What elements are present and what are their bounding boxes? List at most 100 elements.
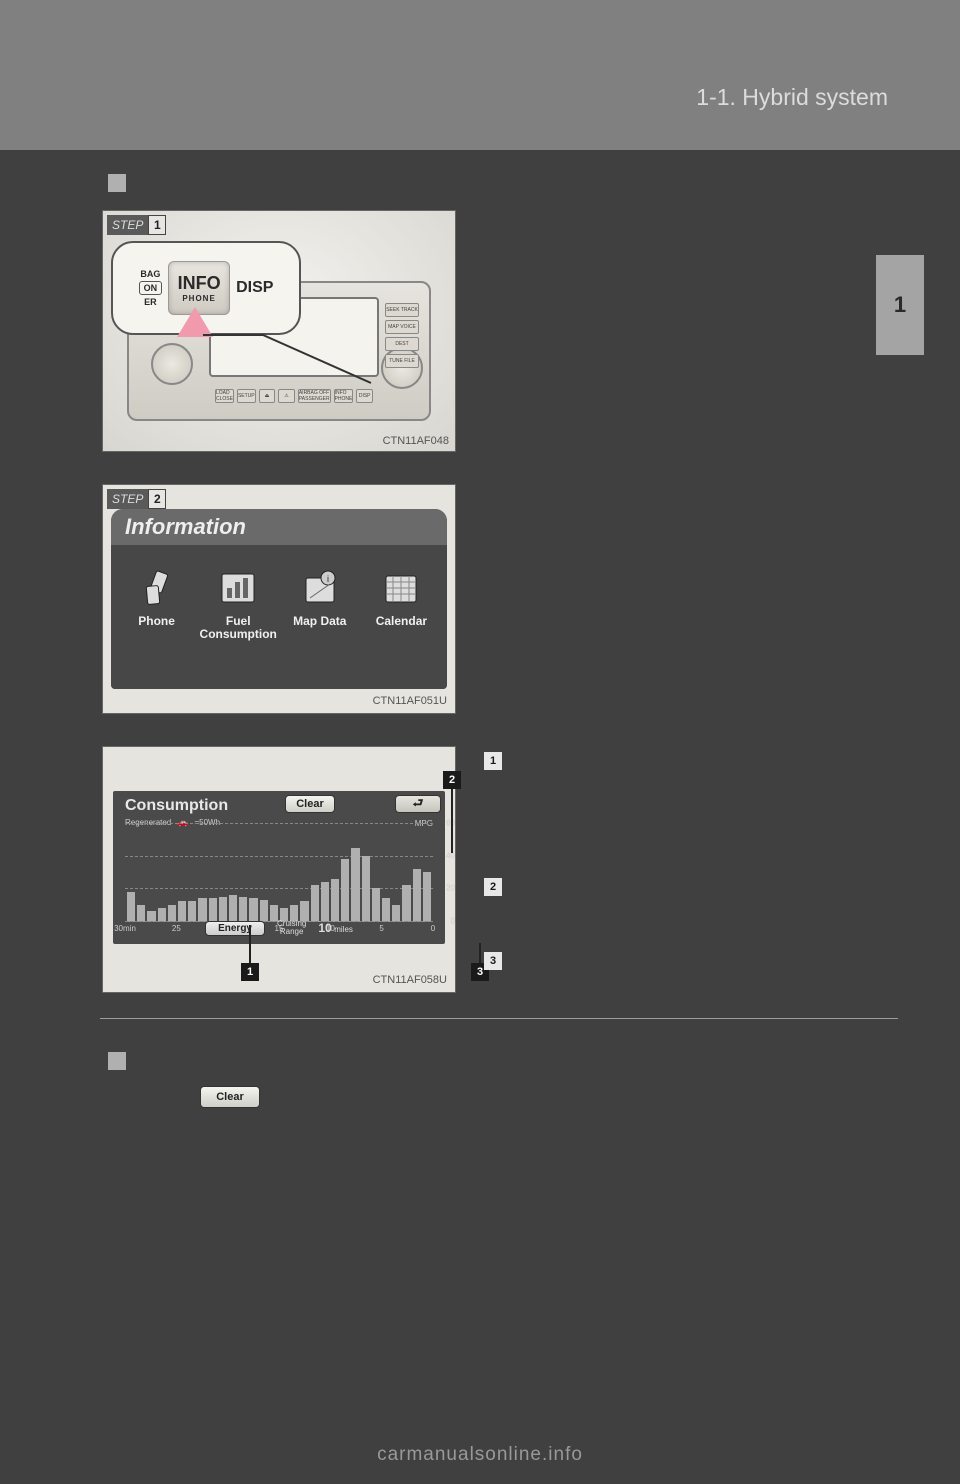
menu-label: Calendar (376, 615, 427, 628)
subsection-marker (108, 174, 126, 192)
bar (341, 859, 349, 921)
volume-knob[interactable] (151, 343, 193, 385)
svg-text:i: i (327, 574, 329, 584)
bar (239, 897, 247, 922)
figure2-caption: CTN11AF051U (373, 695, 447, 707)
leader-line (203, 331, 373, 391)
bar (249, 898, 257, 921)
eject-button[interactable]: ⏏ (259, 389, 276, 403)
bottom-row: Energy Cruising Range 10 miles (125, 920, 433, 936)
bar (260, 900, 268, 921)
bar (402, 885, 410, 921)
chart-grid: 0204060 30min2520151050 (125, 823, 433, 922)
info-label: INFO (178, 273, 221, 294)
menu-item-fuel-consumption[interactable]: Fuel Consumption (202, 567, 274, 641)
disp-button[interactable]: DISP (356, 389, 373, 403)
side-button-column: SEEK TRACK MAP VOICE DEST TUNE FILE (385, 303, 419, 368)
step-number: 1 (148, 215, 166, 235)
info-phone-button[interactable]: INFO PHONE (334, 389, 354, 403)
right-marker-3: 3 (484, 952, 502, 970)
cruising-label: Cruising Range (277, 920, 306, 936)
range-unit: miles (334, 925, 353, 934)
airbag-indicator: AIRBAG OFF PASSENGER (298, 389, 331, 403)
map-data-icon: i (297, 567, 343, 609)
er-label: ER (144, 297, 157, 307)
bar (178, 901, 186, 921)
bar (362, 856, 370, 921)
figure-step1: STEP 1 SEEK TRACK MAP VOICE DEST TUNE FI… (102, 210, 456, 452)
hazard-button[interactable]: ⚠ (278, 389, 295, 403)
leader-3 (479, 943, 481, 963)
y-tick: 20 (446, 884, 455, 893)
phone-label: PHONE (182, 294, 215, 303)
menu-item-map-data[interactable]: i Map Data (284, 567, 356, 628)
bag-label: BAG (140, 269, 160, 279)
figure-step2: STEP 2 Information Phone Fuel Consumptio… (102, 484, 456, 714)
menu-item-calendar[interactable]: Calendar (365, 567, 437, 628)
callout-left: BAG ON ER (139, 269, 163, 307)
calendar-icon (378, 567, 424, 609)
bar (209, 898, 217, 921)
menu-item-phone[interactable]: Phone (121, 567, 193, 628)
phone-icon (134, 567, 180, 609)
range-value: 10 (318, 921, 331, 935)
horizontal-rule (100, 1018, 898, 1019)
bar (321, 882, 329, 921)
subsection-marker (108, 1052, 126, 1070)
back-button[interactable]: ⮐ (395, 795, 441, 813)
bar (188, 901, 196, 921)
dest-button[interactable]: DEST (385, 337, 419, 351)
consumption-title: Consumption (125, 797, 228, 815)
disp-label: DISP (236, 279, 273, 297)
seek-track-button[interactable]: SEEK TRACK (385, 303, 419, 317)
step-label: STEP (112, 492, 143, 506)
bar (137, 905, 145, 921)
bar (413, 869, 421, 921)
bar (229, 895, 237, 921)
map-voice-button[interactable]: MAP VOICE (385, 320, 419, 334)
section-title: 1-1. Hybrid system (696, 84, 888, 111)
leader-1 (249, 925, 251, 963)
bar (219, 897, 227, 922)
bar (423, 872, 431, 921)
bar (168, 905, 176, 921)
bar (331, 879, 339, 921)
bar (127, 892, 135, 921)
bar (392, 905, 400, 921)
load-close-button[interactable]: LOAD CLOSE (215, 389, 234, 403)
clear-button[interactable]: Clear (285, 795, 335, 813)
consumption-chart: 0204060 30min2520151050 (125, 823, 433, 922)
menu-label: Map Data (293, 615, 346, 628)
callout-marker-2: 2 (443, 771, 461, 789)
footer-watermark: carmanualsonline.info (0, 1444, 960, 1466)
bar (351, 848, 359, 922)
menu-label: Phone (138, 615, 175, 628)
tune-file-button[interactable]: TUNE FILE (385, 354, 419, 368)
inline-clear-button[interactable]: Clear (200, 1086, 260, 1108)
y-tick: 0 (451, 917, 455, 926)
figure1-caption: CTN11AF048 (383, 435, 449, 447)
right-marker-1: 1 (484, 752, 502, 770)
information-title: Information (111, 509, 447, 545)
chapter-tab: 1 (876, 255, 924, 355)
leader-2 (451, 789, 453, 853)
menu-label: Fuel Consumption (200, 615, 277, 641)
information-menu: Phone Fuel Consumption i Map Data Calend… (111, 545, 447, 689)
step-badge: STEP 2 (107, 489, 166, 509)
step-badge: STEP 1 (107, 215, 166, 235)
bottom-button-row: LOAD CLOSE SETUP ⏏ ⚠ AIRBAG OFF PASSENGE… (215, 389, 373, 407)
bar (372, 888, 380, 921)
energy-button[interactable]: Energy (205, 921, 265, 936)
bar (198, 898, 206, 921)
figure-consumption: Consumption Clear ⮐ Regenerated 🚗 =50Wh … (102, 746, 456, 993)
setup-button[interactable]: SETUP (237, 389, 256, 403)
bar-chart-icon (215, 567, 261, 609)
bar-series (125, 823, 433, 921)
information-screen: Information Phone Fuel Consumption i Map… (111, 509, 447, 689)
figure3-caption: CTN11AF058U (373, 974, 447, 986)
cruising-range: Cruising Range (277, 920, 306, 936)
right-marker-2: 2 (484, 878, 502, 896)
step-number: 2 (148, 489, 166, 509)
header-band (0, 0, 960, 150)
callout-marker-1: 1 (241, 963, 259, 981)
